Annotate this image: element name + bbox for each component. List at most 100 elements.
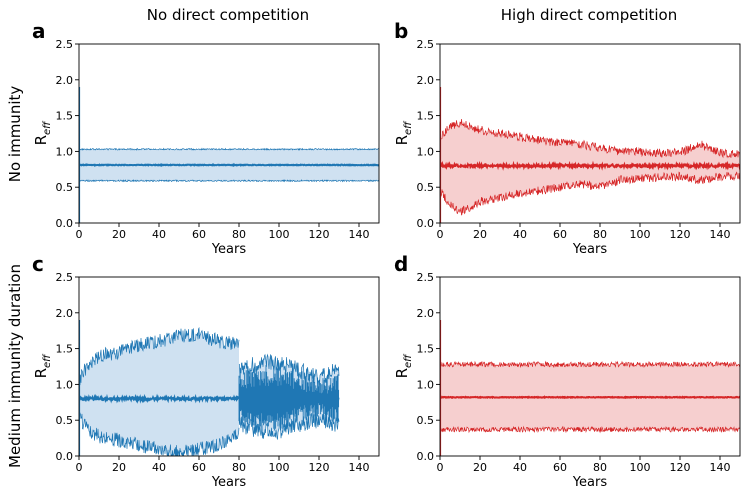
x-tick-label-d-140: 140 xyxy=(710,461,731,474)
y-tick-label-c-0: 0.0 xyxy=(56,450,74,463)
axes-frame-b xyxy=(439,43,741,224)
x-tick-label-a-100: 100 xyxy=(269,228,290,241)
y-tick-label-b-4: 2.0 xyxy=(417,74,435,87)
x-tick-label-c-120: 120 xyxy=(309,461,330,474)
x-tick-label-d-100: 100 xyxy=(630,461,651,474)
x-axis-label-d: Years xyxy=(572,475,608,490)
lower-line-c-0 xyxy=(79,412,240,456)
y-tick-label-a-4: 2.0 xyxy=(56,74,74,87)
y-tick-label-b-5: 2.5 xyxy=(417,38,435,51)
x-tick-label-d-120: 120 xyxy=(670,461,691,474)
axes-frame-d xyxy=(439,276,741,457)
x-tick-label-b-100: 100 xyxy=(630,228,651,241)
panel-b: 0 20 40 60 80 100 120 140 0.0 0.5 1.0 1.5 2.0 2.5 Year… xyxy=(393,38,741,257)
y-tick-label-d-3: 1.5 xyxy=(417,343,435,356)
median-line-c-0 xyxy=(79,393,240,404)
panels: 0 20 40 60 80 100 120 140 0.0 0.5 1.0 1.5 2.0 2.5 Year… xyxy=(32,38,741,490)
panel-label-b: b xyxy=(394,19,408,43)
x-tick-label-c-60: 60 xyxy=(192,461,206,474)
y-tick-label-a-5: 2.5 xyxy=(56,38,74,51)
lower-line-b-0 xyxy=(440,171,740,216)
x-tick-label-a-60: 60 xyxy=(192,228,206,241)
y-tick-label-c-2: 1.0 xyxy=(56,378,74,391)
upper-line-a-0 xyxy=(79,147,379,151)
upper-line-b-0 xyxy=(440,118,740,159)
x-tick-label-b-20: 20 xyxy=(473,228,487,241)
y-axis-label-d: Reff xyxy=(393,353,414,379)
lower-line-c-1 xyxy=(238,412,340,440)
plot-area-d xyxy=(440,319,740,456)
lower-line-d-0 xyxy=(440,425,740,434)
y-tick-label-c-3: 1.5 xyxy=(56,343,74,356)
x-tick-label-b-60: 60 xyxy=(553,228,567,241)
panel-d: 0 20 40 60 80 100 120 140 0.0 0.5 1.0 1.5 2.0 2.5 Year… xyxy=(393,271,741,490)
row-title-top: No immunity xyxy=(6,86,24,183)
oscillation-c xyxy=(238,364,340,431)
y-tick-label-d-1: 0.5 xyxy=(417,414,435,427)
x-axis-label-c: Years xyxy=(211,475,247,490)
column-title-left: No direct competition xyxy=(147,6,309,24)
panel-c: 0 20 40 60 80 100 120 140 0.0 0.5 1.0 1.5 2.0 2.5 Year… xyxy=(32,271,380,490)
x-tick-label-d-80: 80 xyxy=(593,461,607,474)
y-tick-label-c-1: 0.5 xyxy=(56,414,74,427)
x-tick-label-c-100: 100 xyxy=(269,461,290,474)
x-tick-label-a-40: 40 xyxy=(152,228,166,241)
y-tick-label-a-2: 1.0 xyxy=(56,145,74,158)
x-tick-label-d-40: 40 xyxy=(513,461,527,474)
median-line-d-0 xyxy=(440,395,740,400)
panel-label-d: d xyxy=(394,252,408,276)
x-axis-label-a: Years xyxy=(211,242,247,257)
x-tick-label-b-40: 40 xyxy=(513,228,527,241)
row-title-bottom: Medium immunity duration xyxy=(6,264,24,468)
median-line-b-0 xyxy=(440,160,740,171)
y-tick-label-b-3: 1.5 xyxy=(417,110,435,123)
median-line-a-0 xyxy=(79,162,379,168)
x-tick-label-a-120: 120 xyxy=(309,228,330,241)
x-tick-label-a-80: 80 xyxy=(232,228,246,241)
y-tick-label-d-0: 0.0 xyxy=(417,450,435,463)
y-tick-label-a-3: 1.5 xyxy=(56,110,74,123)
y-tick-label-b-0: 0.0 xyxy=(417,217,435,230)
lower-line-a-0 xyxy=(79,179,379,183)
x-axis-label-b: Years xyxy=(572,242,608,257)
x-tick-label-b-120: 120 xyxy=(670,228,691,241)
axes-frame-c xyxy=(78,276,380,457)
x-tick-label-b-0: 0 xyxy=(437,228,444,241)
y-tick-label-a-0: 0.0 xyxy=(56,217,74,230)
y-tick-label-d-2: 1.0 xyxy=(417,378,435,391)
plot-area-b xyxy=(440,86,740,223)
x-tick-label-a-0: 0 xyxy=(76,228,83,241)
plot-area-a xyxy=(79,86,379,223)
x-tick-label-d-60: 60 xyxy=(553,461,567,474)
x-tick-label-c-40: 40 xyxy=(152,461,166,474)
x-tick-label-c-140: 140 xyxy=(349,461,370,474)
y-tick-label-c-5: 2.5 xyxy=(56,271,74,284)
y-axis-label-c: Reff xyxy=(32,353,53,379)
y-tick-label-b-1: 0.5 xyxy=(417,181,435,194)
y-tick-label-d-4: 2.0 xyxy=(417,307,435,320)
x-tick-label-a-140: 140 xyxy=(349,228,370,241)
band-fill-c-0 xyxy=(79,328,239,456)
y-tick-label-c-4: 2.0 xyxy=(56,307,74,320)
x-tick-label-b-80: 80 xyxy=(593,228,607,241)
x-tick-label-b-140: 140 xyxy=(710,228,731,241)
x-tick-label-c-20: 20 xyxy=(112,461,126,474)
upper-line-c-0 xyxy=(79,326,240,386)
x-tick-label-a-20: 20 xyxy=(112,228,126,241)
panel-a: 0 20 40 60 80 100 120 140 0.0 0.5 1.0 1.5 2.0 2.5 Year… xyxy=(32,38,380,257)
panel-label-a: a xyxy=(32,19,46,43)
panel-label-c: c xyxy=(32,252,44,276)
x-tick-label-c-80: 80 xyxy=(232,461,246,474)
y-axis-label-a: Reff xyxy=(32,120,53,146)
x-tick-label-d-20: 20 xyxy=(473,461,487,474)
plot-area-c xyxy=(79,319,340,456)
y-tick-label-b-2: 1.0 xyxy=(417,145,435,158)
upper-line-c-1 xyxy=(238,353,340,386)
x-tick-label-c-0: 0 xyxy=(76,461,83,474)
column-title-right: High direct competition xyxy=(501,6,677,24)
x-tick-label-d-0: 0 xyxy=(437,461,444,474)
y-tick-label-d-5: 2.5 xyxy=(417,271,435,284)
axes-frame-a xyxy=(78,43,380,224)
y-axis-label-b: Reff xyxy=(393,120,414,146)
